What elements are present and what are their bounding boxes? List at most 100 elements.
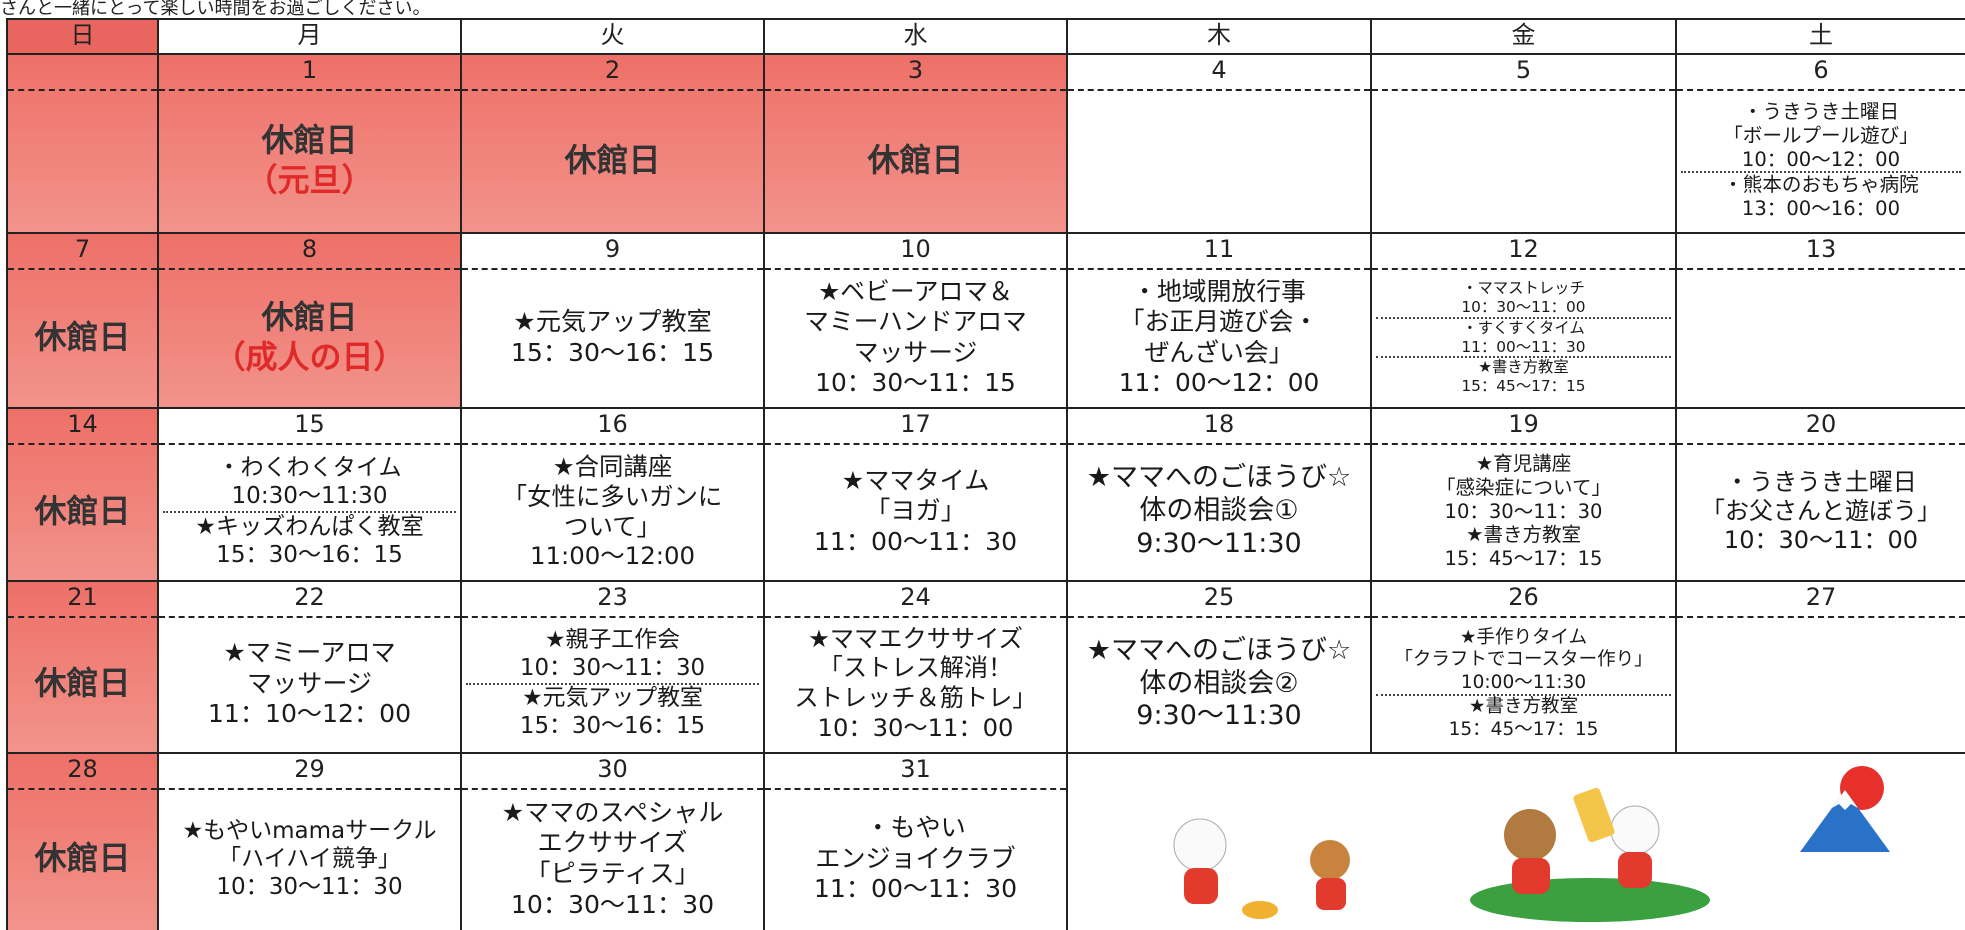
day-cell: 3 休館日	[763, 53, 1068, 234]
event-line: ・熊本のおもちゃ病院	[1723, 173, 1919, 197]
event: ★書き方教室 15：45～17：15	[1376, 694, 1671, 741]
date-divider	[8, 443, 157, 445]
event: ★元気アップ教室 15：30～16：15	[466, 683, 759, 741]
cell-content: 休館日	[769, 93, 1062, 228]
day-cell: 9 ★元気アップ教室 15：30～16：15	[460, 232, 765, 409]
event-line: 「お正月遊び会・	[1119, 307, 1319, 337]
cell-content: ・ママストレッチ 10：30～11：00 ・すくすくタイム 11：00～11：30 ★書…	[1376, 272, 1671, 403]
day-cell: 4	[1066, 53, 1372, 234]
date-divider	[1677, 268, 1965, 270]
weekday-header: 木	[1066, 18, 1372, 55]
event-line: 11：10～12：00	[207, 699, 412, 729]
event-line: ・ママストレッチ	[1462, 279, 1585, 298]
event-line: 11：00～11：30	[813, 874, 1018, 904]
event-line: 休館日	[34, 664, 131, 703]
event-line: ★書き方教室	[1478, 358, 1569, 377]
event-line: ・うきうき土曜日	[1743, 99, 1899, 123]
date-number: 4	[1211, 56, 1227, 84]
event-line: 10：30～11：15	[815, 367, 1016, 397]
day-cell: 26 ★手作りタイム 「クラフトでコースター作り」 10:00～11:30 ★書き方教室…	[1370, 580, 1677, 754]
date-number: 12	[1508, 235, 1539, 263]
date-divider	[8, 89, 157, 91]
cell-content: ★親子工作会 10：30～11：30 ★元気アップ教室 15：30～16：15	[466, 620, 759, 748]
event-line: 11：00～11：30	[813, 526, 1018, 556]
date-number: 2	[604, 56, 621, 84]
day-cell: 23 ★親子工作会 10：30～11：30 ★元気アップ教室 15：30～16：15	[460, 580, 765, 754]
event-line: 休館日	[564, 140, 661, 179]
date-number: 28	[67, 755, 98, 783]
date-divider	[765, 788, 1066, 790]
event: ★ベビーアロマ＆ マミーハンドアロマ マッサージ 10：30～11：15	[769, 277, 1062, 398]
event-line: 11：00～11：30	[1461, 337, 1586, 356]
event: ・うきうき土曜日 「ボールプール遊び」 10：00～12：00	[1681, 100, 1961, 172]
date-number: 5	[1515, 56, 1532, 84]
event-line: ★ママへのごほうび☆	[1086, 634, 1352, 666]
event-line: 10：00～12：00	[1741, 147, 1901, 171]
date-number: 9	[604, 235, 621, 263]
event: ・ママストレッチ 10：30～11：00	[1376, 279, 1671, 316]
date-number: 7	[74, 235, 91, 263]
cell-content: ・うきうき土曜日 「お父さんと遊ぼう」 10：30～11：00	[1681, 447, 1961, 576]
day-cell: 31 ・もやい エンジョイクラブ 11：00～11：30	[763, 752, 1068, 930]
date-number: 24	[900, 583, 931, 611]
event-line: エクササイズ	[537, 828, 688, 858]
event-line: 体の相談会①	[1139, 495, 1299, 527]
event: ★ママタイム 「ヨガ」 11：00～11：30	[769, 466, 1062, 558]
cell-content: 休館日 （元旦）	[163, 93, 456, 228]
event-line: ・もやい	[865, 813, 966, 843]
event-line: ついて」	[564, 511, 661, 541]
event-line: ★ベビーアロマ＆	[818, 276, 1013, 306]
date-number: 19	[1508, 410, 1539, 438]
day-cell: 11 ・地域開放行事 「お正月遊び会・ ぜんざい会」 11：00～12：00	[1066, 232, 1372, 409]
event: 休館日	[466, 141, 759, 180]
event-line: 15：30～16：15	[216, 541, 403, 568]
event-line: 15：45～17：15	[1444, 547, 1603, 571]
event-line: 11：00～12：00	[1118, 367, 1320, 397]
date-number: 8	[301, 235, 318, 263]
weekday-header: 月	[157, 18, 462, 55]
cell-content: 休館日	[12, 792, 153, 926]
date-number: 23	[597, 583, 628, 611]
event-line: 10:00～11:30	[1460, 671, 1587, 693]
cell-content: 休館日	[12, 272, 153, 403]
cell-content: ・うきうき土曜日 「ボールプール遊び」 10：00～12：00 ・熊本のおもちゃ病院 1…	[1681, 93, 1961, 228]
day-cell: 16 ★合同講座 「女性に多いガンに ついて」 11:00～12:00	[460, 407, 765, 582]
date-divider	[462, 616, 763, 618]
date-divider	[159, 268, 460, 270]
date-number: 16	[597, 410, 628, 438]
event: 休館日	[12, 839, 153, 878]
event-line: 10：30～11：00	[1723, 526, 1919, 555]
event-line: 15：45～17：15	[1461, 376, 1586, 395]
cell-content: 休館日	[12, 447, 153, 576]
event-line: 体の相談会②	[1139, 667, 1299, 699]
date-divider	[159, 788, 460, 790]
date-number: 11	[1203, 235, 1235, 263]
cell-content: ・もやい エンジョイクラブ 11：00～11：30	[769, 792, 1062, 926]
animals-illustration	[1470, 787, 1710, 922]
event: ★元気アップ教室 15：30～16：15	[466, 307, 759, 368]
event: ★キッズわんぱく教室 15：30～16：15	[163, 510, 456, 569]
date-divider	[1372, 89, 1675, 91]
event-line: 10：30～11：30	[216, 874, 403, 901]
event-line: 15：45～17：15	[1448, 718, 1599, 740]
date-divider	[1068, 616, 1370, 618]
event-line: ★ママのスペシャル	[501, 797, 724, 827]
day-cell: 14 休館日	[6, 407, 159, 582]
cell-content: ★合同講座 「女性に多いガンに ついて」 11:00～12:00	[466, 447, 759, 576]
date-divider	[159, 89, 460, 91]
event-line: 休館日	[261, 298, 358, 337]
date-divider	[1677, 89, 1965, 91]
event-line: 「クラフトでコースター作り」	[1394, 649, 1653, 671]
event: ★合同講座 「女性に多いガンに ついて」 11:00～12:00	[466, 452, 759, 571]
event-line: 9:30～11:30	[1136, 527, 1302, 559]
event-line: 9:30～11:30	[1136, 700, 1302, 732]
day-cell: 13	[1675, 232, 1965, 409]
day-cell: 21 休館日	[6, 580, 159, 754]
cell-content: ・地域開放行事 「お正月遊び会・ ぜんざい会」 11：00～12：00	[1072, 272, 1366, 403]
date-number: 6	[1813, 56, 1829, 84]
day-cell: 10 ★ベビーアロマ＆ マミーハンドアロマ マッサージ 10：30～11：15	[763, 232, 1068, 409]
event-line: 休館日	[34, 317, 131, 356]
day-cell: 2 休館日	[460, 53, 765, 234]
date-number: 20	[1805, 410, 1837, 438]
date-divider	[1372, 268, 1675, 270]
